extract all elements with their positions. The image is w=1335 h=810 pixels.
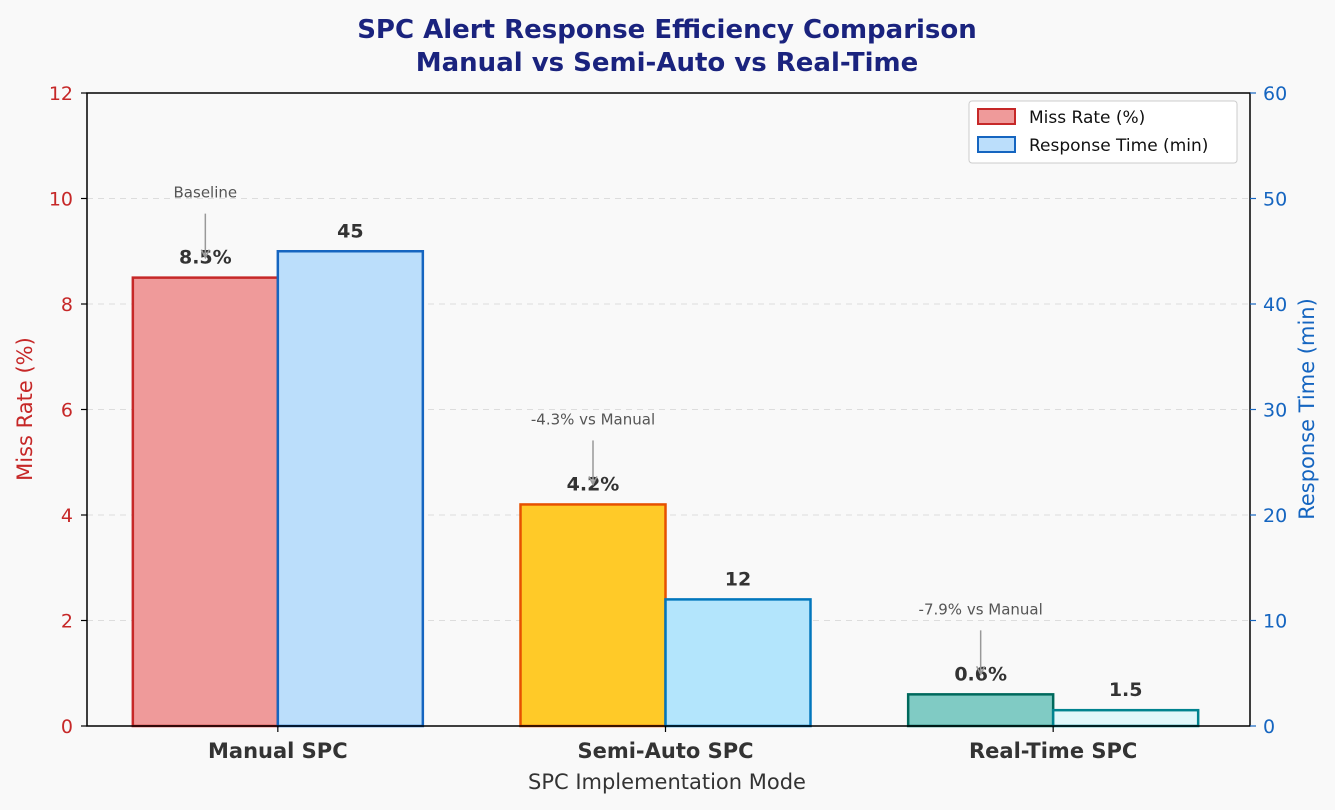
y-axis-left-label: Miss Rate (%) (13, 337, 37, 481)
bar-response-time (664, 598, 812, 728)
annotation-arrowhead (588, 476, 598, 487)
annotation-text: Baseline (174, 184, 238, 202)
y-left-tick-label: 10 (49, 189, 73, 211)
legend-swatch-response-time (977, 136, 1016, 153)
x-tick-label: Manual SPC (208, 739, 348, 763)
legend-label-response-time: Response Time (min) (1029, 136, 1208, 156)
bar-miss-rate (519, 503, 667, 728)
bars (131, 250, 1200, 728)
legend-swatch-miss-rate (977, 108, 1016, 125)
data-label-response-time: 12 (725, 568, 751, 590)
y-axis-left: 0 2 4 6 8 10 12 (49, 83, 87, 738)
y-right-tick-label: 10 (1263, 611, 1287, 633)
y-axis-right: 0 10 20 30 40 50 60 (1250, 83, 1287, 738)
y-left-tick-label: 6 (61, 400, 73, 422)
bar-response-time (1051, 708, 1200, 728)
y-right-tick-label: 50 (1263, 189, 1287, 211)
bar-response-time (276, 250, 425, 728)
data-label-response-time: 45 (337, 220, 363, 242)
legend-label-miss-rate: Miss Rate (%) (1029, 108, 1145, 128)
annotation-text: -7.9% vs Manual (919, 600, 1043, 618)
grid-lines (87, 198, 1250, 621)
y-left-tick-label: 4 (61, 505, 73, 527)
x-axis: Manual SPC Semi-Auto SPC Real-Time SPC (208, 726, 1137, 763)
chart-title-line2: Manual vs Semi-Auto vs Real-Time (416, 48, 918, 78)
bar-miss-rate (906, 693, 1055, 728)
y-right-tick-label: 30 (1263, 400, 1287, 422)
y-left-tick-label: 0 (61, 716, 73, 738)
y-right-tick-label: 20 (1263, 505, 1287, 527)
y-left-tick-label: 8 (61, 294, 73, 316)
annotation-arrowhead (200, 249, 211, 260)
annotation-text: -4.3% vs Manual (531, 410, 655, 428)
x-axis-label: SPC Implementation Mode (528, 770, 806, 794)
y-left-tick-label: 2 (61, 611, 73, 633)
y-axis-right-label: Response Time (min) (1295, 298, 1319, 520)
chart-title-line1: SPC Alert Response Efficiency Comparison (357, 15, 977, 45)
bar-miss-rate (131, 276, 280, 728)
legend: Miss Rate (%) Response Time (min) (968, 100, 1238, 164)
data-label-response-time: 1.5 (1109, 679, 1143, 701)
x-tick-label: Semi-Auto SPC (577, 739, 753, 763)
annotation-arrowhead (975, 666, 986, 677)
legend-box (968, 100, 1238, 164)
y-right-tick-label: 40 (1263, 294, 1287, 316)
x-tick-label: Real-Time SPC (969, 739, 1137, 763)
y-right-tick-label: 0 (1263, 716, 1275, 738)
annotations: Baseline -4.3% vs Manual -7.9% vs Manual (174, 184, 1043, 677)
y-right-tick-label: 60 (1263, 83, 1287, 105)
y-left-tick-label: 12 (49, 83, 73, 105)
